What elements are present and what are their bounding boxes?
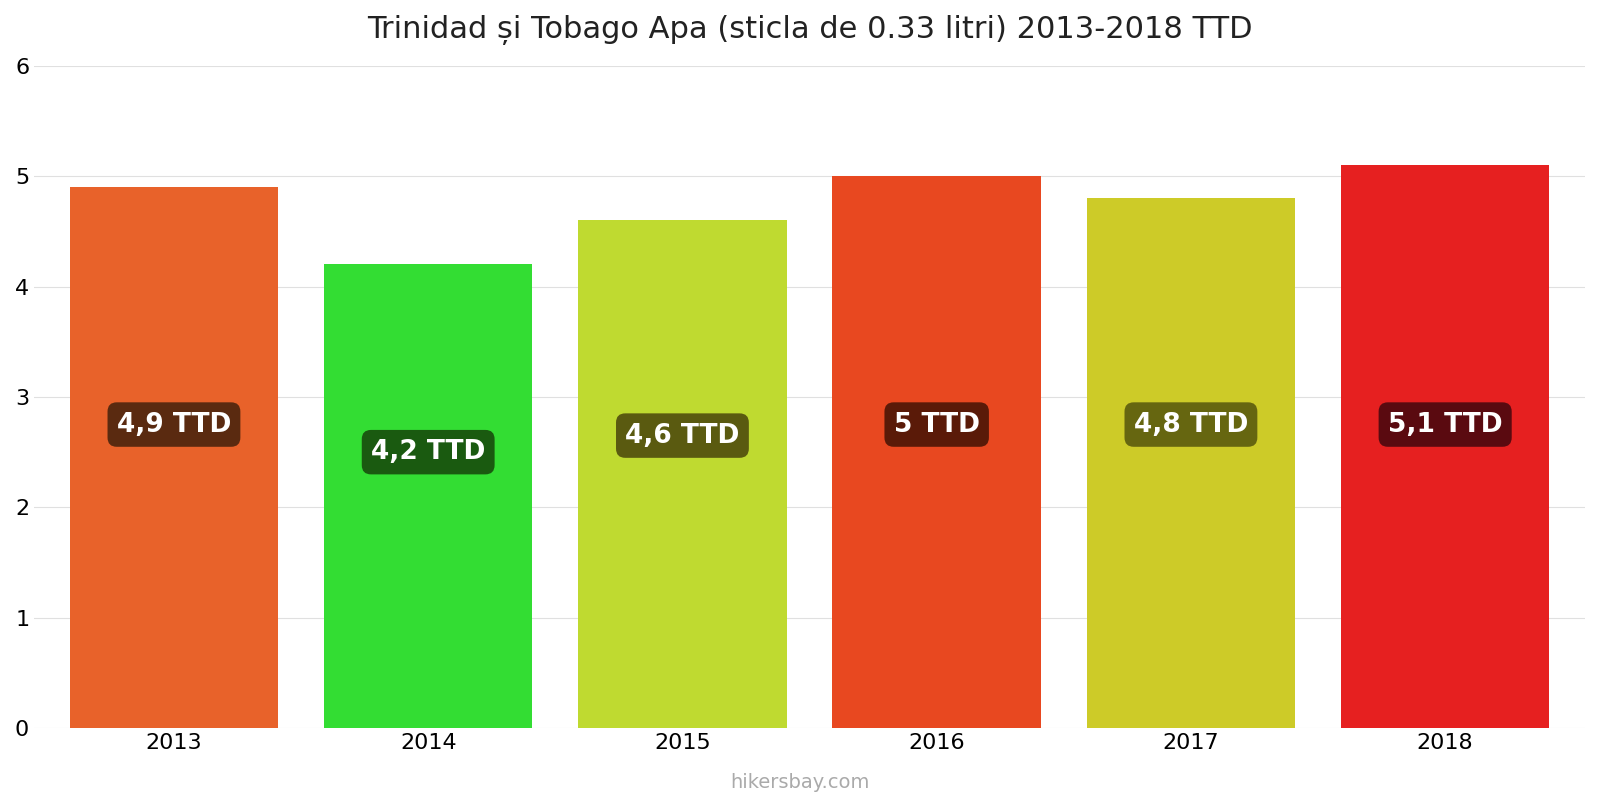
Bar (70, 187, 278, 728)
Text: 4,6 TTD: 4,6 TTD (626, 422, 739, 449)
Text: 4,9 TTD: 4,9 TTD (117, 411, 230, 438)
Text: 5,1 TTD: 5,1 TTD (1387, 411, 1502, 438)
Text: hikersbay.com: hikersbay.com (730, 773, 870, 792)
Bar (1086, 198, 1294, 728)
Text: 5 TTD: 5 TTD (894, 411, 979, 438)
Bar (578, 220, 787, 728)
Text: 4,8 TTD: 4,8 TTD (1134, 411, 1248, 438)
Text: 4,2 TTD: 4,2 TTD (371, 439, 485, 465)
Bar (1341, 165, 1549, 728)
Title: Trinidad și Tobago Apa (sticla de 0.33 litri) 2013-2018 TTD: Trinidad și Tobago Apa (sticla de 0.33 l… (366, 15, 1253, 45)
Bar (832, 176, 1042, 728)
Bar (323, 265, 533, 728)
